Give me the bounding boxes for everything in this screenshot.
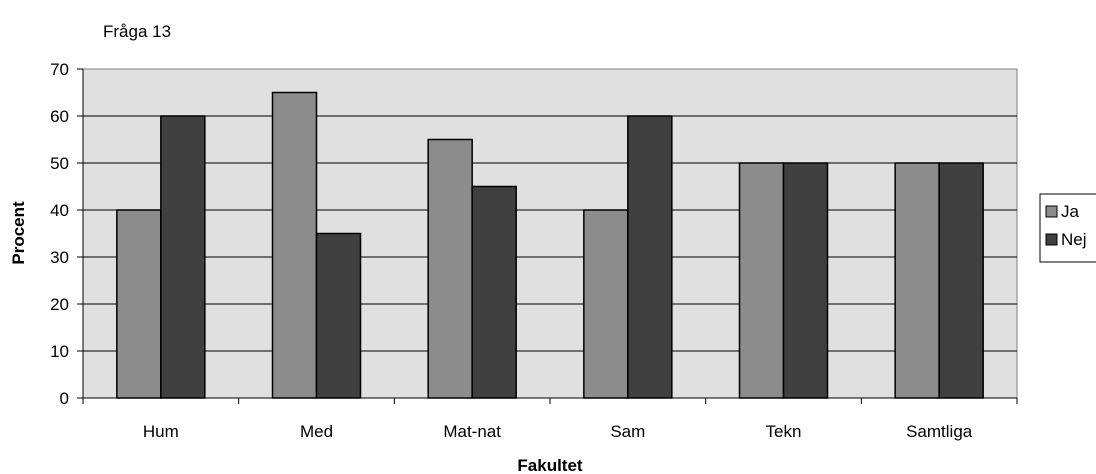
x-tick-label-5: Samtliga xyxy=(906,422,973,441)
x-tick-labels: Hum Med Mat-nat Sam Tekn Samtliga xyxy=(143,422,973,441)
bar-ja-1 xyxy=(271,91,318,399)
x-axis-title: Fakultet xyxy=(517,456,583,474)
plot-area xyxy=(82,68,1018,399)
x-tick-label-3: Sam xyxy=(610,422,645,441)
axes xyxy=(77,68,1018,404)
bar-nej-1 xyxy=(315,232,362,399)
y-tick-label-0: 0 xyxy=(60,389,69,408)
bar-nej-4 xyxy=(782,162,829,399)
y-tick-labels: 0 10 20 30 40 50 60 70 xyxy=(50,60,69,408)
gridlines xyxy=(83,115,1017,352)
bar-nej-0 xyxy=(160,115,206,399)
bar-ja-0 xyxy=(116,209,162,399)
bar-nej-5 xyxy=(938,162,984,399)
legend-label-nej: Nej xyxy=(1061,230,1087,249)
bar-nej-3 xyxy=(627,115,673,399)
x-tick-label-2: Mat-nat xyxy=(443,422,501,441)
x-tick-label-0: Hum xyxy=(143,422,179,441)
y-tick-label-2: 20 xyxy=(50,295,69,314)
y-tick-label-1: 10 xyxy=(50,342,69,361)
bar-ja-2 xyxy=(427,138,473,399)
x-tick-label-4: Tekn xyxy=(766,422,802,441)
bars xyxy=(116,91,984,399)
legend-box xyxy=(1039,193,1096,263)
bar-ja-3 xyxy=(583,209,629,399)
y-tick-label-5: 50 xyxy=(50,154,69,173)
y-tick-label-7: 70 xyxy=(50,60,69,79)
y-tick-label-6: 60 xyxy=(50,107,69,126)
y-tick-label-4: 40 xyxy=(50,201,69,220)
y-tick-label-3: 30 xyxy=(50,248,69,267)
chart-title: Fråga 13 xyxy=(103,22,171,41)
legend-swatch-ja xyxy=(1045,205,1058,218)
legend-swatch-nej xyxy=(1045,233,1058,246)
bar-ja-5 xyxy=(894,162,940,399)
y-axis-title: Procent xyxy=(9,201,28,265)
legend: Ja Nej xyxy=(1039,193,1096,263)
x-tick-label-1: Med xyxy=(300,422,333,441)
bar-ja-4 xyxy=(738,162,785,399)
bar-nej-2 xyxy=(471,185,517,399)
legend-label-ja: Ja xyxy=(1061,202,1080,221)
